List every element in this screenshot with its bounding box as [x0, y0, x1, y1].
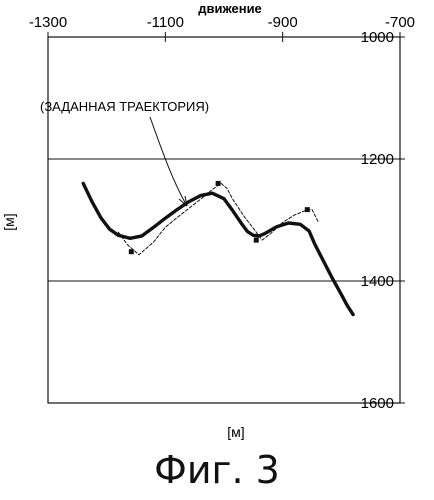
waypoint-marker: [216, 181, 221, 186]
annotation-arrow: [150, 117, 187, 206]
waypoint-marker: [129, 249, 134, 254]
y-tick-label: 1000: [361, 29, 394, 46]
chart-title: движение: [198, 1, 262, 16]
axis-ticks: -1300-1100-900-7001000120014001600: [29, 14, 415, 412]
y-axis-label: [м]: [1, 213, 17, 230]
annotation-group: (ЗАДАННАЯ ТРАЕКТОРИЯ): [40, 99, 209, 206]
figure-caption: Фиг. 3: [0, 448, 434, 492]
annotation-label: (ЗАДАННАЯ ТРАЕКТОРИЯ): [40, 99, 209, 114]
y-tick-label: 1200: [361, 151, 394, 168]
x-tick-label: -900: [268, 14, 298, 31]
y-tick-label: 1600: [361, 395, 394, 412]
waypoint-marker: [254, 238, 259, 243]
x-tick-label: -1300: [29, 14, 67, 31]
x-tick-label: -1100: [147, 14, 184, 31]
waypoint-marker: [305, 207, 310, 212]
x-axis-label: [м]: [227, 424, 244, 440]
trajectory-chart: движение -1300-1100-900-7001000120014001…: [0, 0, 434, 440]
y-tick-label: 1400: [361, 273, 394, 290]
series-group: [83, 183, 353, 314]
trajectory-line: [83, 183, 353, 314]
marker-group: [129, 181, 310, 254]
